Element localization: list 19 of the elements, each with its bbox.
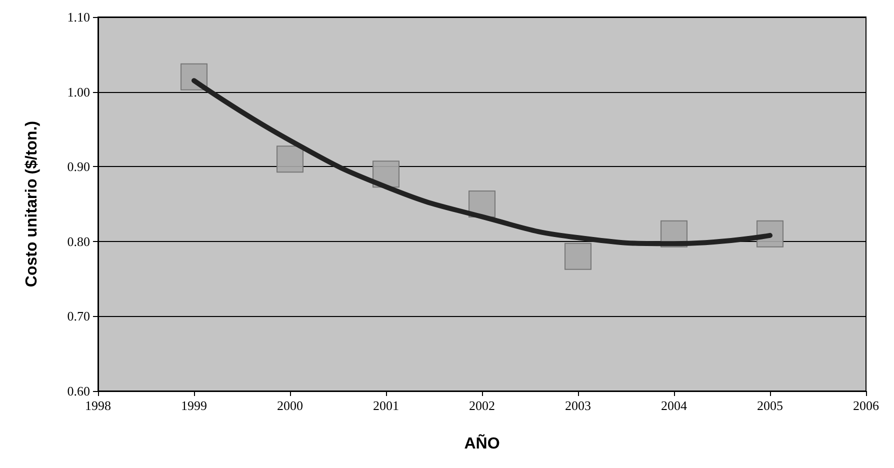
x-axis-title: AÑO [464,434,500,452]
point [276,146,304,173]
x-tick-label: 2001 [373,398,399,413]
x-tick-label: 1999 [181,398,207,413]
x-tick-label: 2004 [661,398,688,413]
y-tick-label: 0.60 [67,384,90,398]
y-tick-label: 1.00 [67,84,90,100]
y-tick-label: 1.10 [67,10,90,24]
x-tick-label: 2006 [853,398,880,413]
y-tick-label: 0.70 [67,308,90,324]
point [564,242,592,270]
y-tick-label: 0.90 [67,159,90,174]
y-axis-title: Costo unitario ($/ton.) [24,120,40,288]
x-tick-label: 1998 [85,398,111,413]
x-tick-label: 2003 [565,398,591,413]
x-tick-label: 2000 [277,398,303,413]
x-tick-label: 2002 [469,398,495,413]
y-tick-label: 0.80 [67,234,90,249]
x-tick-label: 2005 [757,398,783,413]
